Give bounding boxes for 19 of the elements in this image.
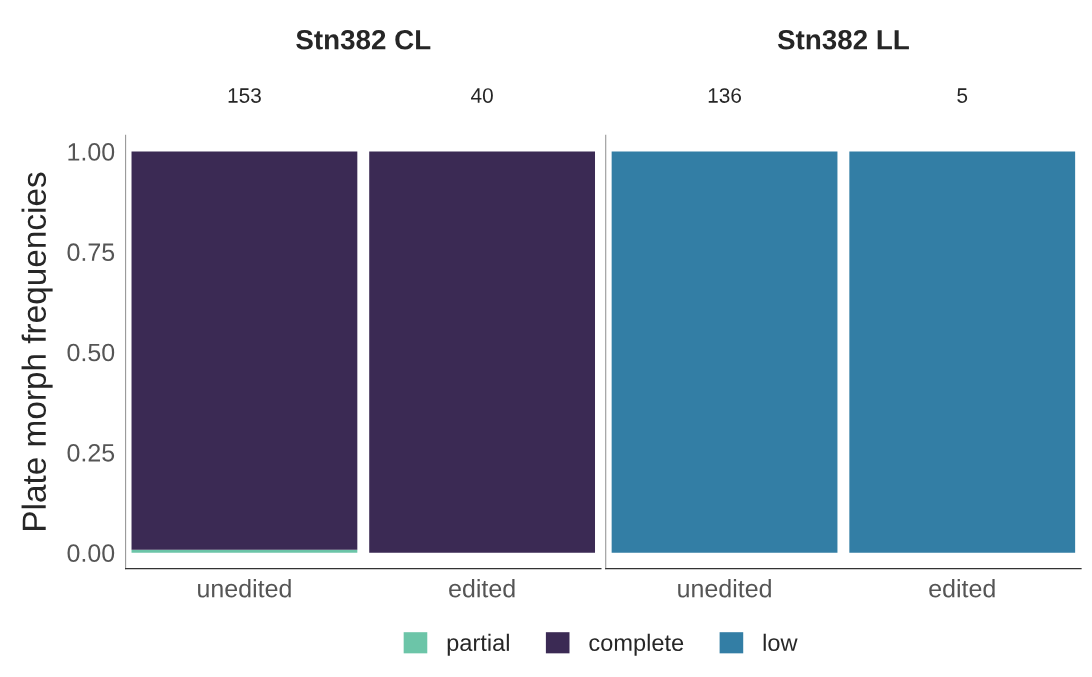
y-tick-label: 0.50 — [67, 343, 115, 362]
legend-label: low — [763, 633, 798, 652]
x-tick-label: unedited — [678, 579, 771, 598]
x-tick-label: edited — [929, 579, 995, 598]
annotation: 136 — [708, 88, 742, 103]
chart-title: Stn382 CL — [296, 29, 431, 50]
annotation: 5 — [957, 88, 968, 103]
legend-label: complete — [589, 633, 684, 656]
y-tick-label: 0.00 — [67, 544, 115, 562]
legend-label: partial — [447, 633, 509, 656]
y-tick-label: 1.00 — [68, 143, 115, 161]
x-tick-label: edited — [449, 579, 515, 598]
y-tick-label: 0.75 — [67, 243, 115, 262]
y-tick-label: 0.25 — [67, 443, 115, 462]
y-axis-title: Plate morph frequencies — [21, 172, 53, 530]
x-tick-label: unedited — [198, 579, 291, 598]
chart-title: Stn382 LL — [777, 29, 909, 50]
annotation: 153 — [228, 88, 261, 103]
annotation: 40 — [471, 88, 493, 103]
